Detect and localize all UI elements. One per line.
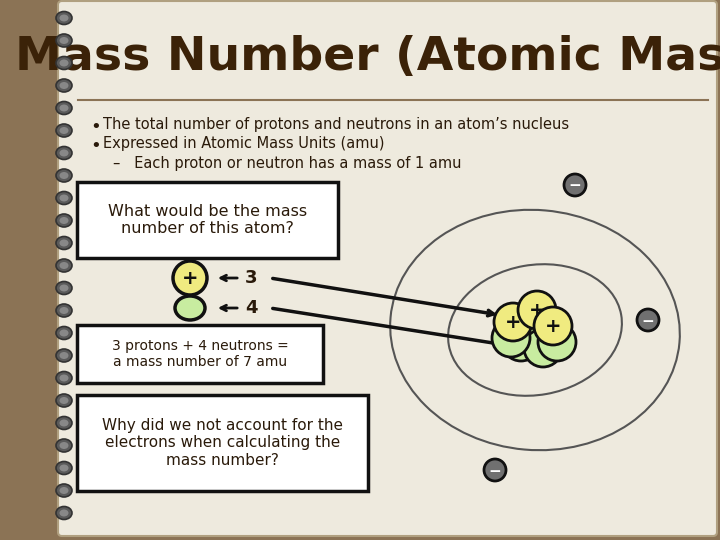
Ellipse shape (56, 102, 72, 114)
Ellipse shape (56, 462, 72, 475)
Ellipse shape (56, 57, 72, 70)
Ellipse shape (60, 487, 68, 494)
Ellipse shape (60, 150, 68, 157)
Ellipse shape (60, 352, 68, 359)
Ellipse shape (56, 124, 72, 137)
Text: The total number of protons and neutrons in an atom’s nucleus: The total number of protons and neutrons… (103, 117, 569, 132)
Ellipse shape (175, 296, 205, 320)
Ellipse shape (56, 327, 72, 340)
Ellipse shape (60, 127, 68, 134)
Ellipse shape (60, 194, 68, 201)
Ellipse shape (56, 214, 72, 227)
Text: Why did we not account for the
electrons when calculating the
mass number?: Why did we not account for the electrons… (102, 418, 343, 468)
Ellipse shape (56, 169, 72, 182)
FancyBboxPatch shape (58, 1, 717, 536)
Circle shape (534, 307, 572, 345)
Ellipse shape (60, 375, 68, 381)
Circle shape (518, 291, 556, 329)
Ellipse shape (56, 146, 72, 159)
Text: Expressed in Atomic Mass Units (amu): Expressed in Atomic Mass Units (amu) (103, 136, 384, 151)
Text: Mass Number (Atomic Mass): Mass Number (Atomic Mass) (15, 36, 720, 80)
Ellipse shape (60, 285, 68, 292)
FancyBboxPatch shape (77, 182, 338, 258)
Text: •: • (90, 118, 101, 136)
Ellipse shape (60, 82, 68, 89)
Ellipse shape (56, 192, 72, 205)
Text: 3: 3 (245, 269, 258, 287)
Text: What would be the mass
number of this atom?: What would be the mass number of this at… (108, 204, 307, 236)
Text: −: − (489, 463, 501, 478)
Circle shape (564, 174, 586, 196)
Ellipse shape (60, 59, 68, 66)
Text: +: + (528, 301, 545, 321)
Ellipse shape (60, 420, 68, 427)
Ellipse shape (60, 262, 68, 269)
Ellipse shape (60, 397, 68, 404)
Circle shape (492, 319, 530, 357)
Text: •: • (90, 137, 101, 155)
Ellipse shape (56, 34, 72, 47)
Circle shape (637, 309, 659, 331)
Ellipse shape (60, 464, 68, 471)
Ellipse shape (56, 237, 72, 249)
Circle shape (494, 303, 532, 341)
Ellipse shape (60, 172, 68, 179)
Text: +: + (505, 314, 521, 333)
Ellipse shape (56, 349, 72, 362)
Ellipse shape (56, 372, 72, 384)
Text: +: + (545, 318, 562, 336)
Circle shape (524, 329, 562, 367)
Ellipse shape (56, 394, 72, 407)
Ellipse shape (56, 11, 72, 24)
Text: 3 protons + 4 neutrons =
a mass number of 7 amu: 3 protons + 4 neutrons = a mass number o… (112, 339, 289, 369)
Ellipse shape (56, 484, 72, 497)
Ellipse shape (56, 507, 72, 519)
Ellipse shape (60, 105, 68, 111)
Circle shape (173, 261, 207, 295)
Circle shape (502, 323, 540, 361)
Text: +: + (181, 269, 198, 288)
Circle shape (484, 459, 506, 481)
Text: –   Each proton or neutron has a mass of 1 amu: – Each proton or neutron has a mass of 1… (113, 156, 462, 171)
Text: −: − (642, 314, 654, 328)
Ellipse shape (60, 329, 68, 336)
FancyBboxPatch shape (77, 325, 323, 383)
Ellipse shape (60, 37, 68, 44)
Ellipse shape (60, 307, 68, 314)
Ellipse shape (56, 281, 72, 294)
Ellipse shape (56, 79, 72, 92)
Ellipse shape (56, 304, 72, 317)
Ellipse shape (60, 240, 68, 246)
Ellipse shape (60, 510, 68, 516)
Ellipse shape (56, 416, 72, 429)
Ellipse shape (60, 217, 68, 224)
Ellipse shape (56, 439, 72, 452)
Ellipse shape (56, 259, 72, 272)
Text: 4: 4 (245, 299, 258, 317)
Ellipse shape (60, 15, 68, 22)
Circle shape (538, 323, 576, 361)
Text: −: − (569, 179, 581, 193)
Ellipse shape (60, 442, 68, 449)
FancyBboxPatch shape (77, 395, 368, 491)
